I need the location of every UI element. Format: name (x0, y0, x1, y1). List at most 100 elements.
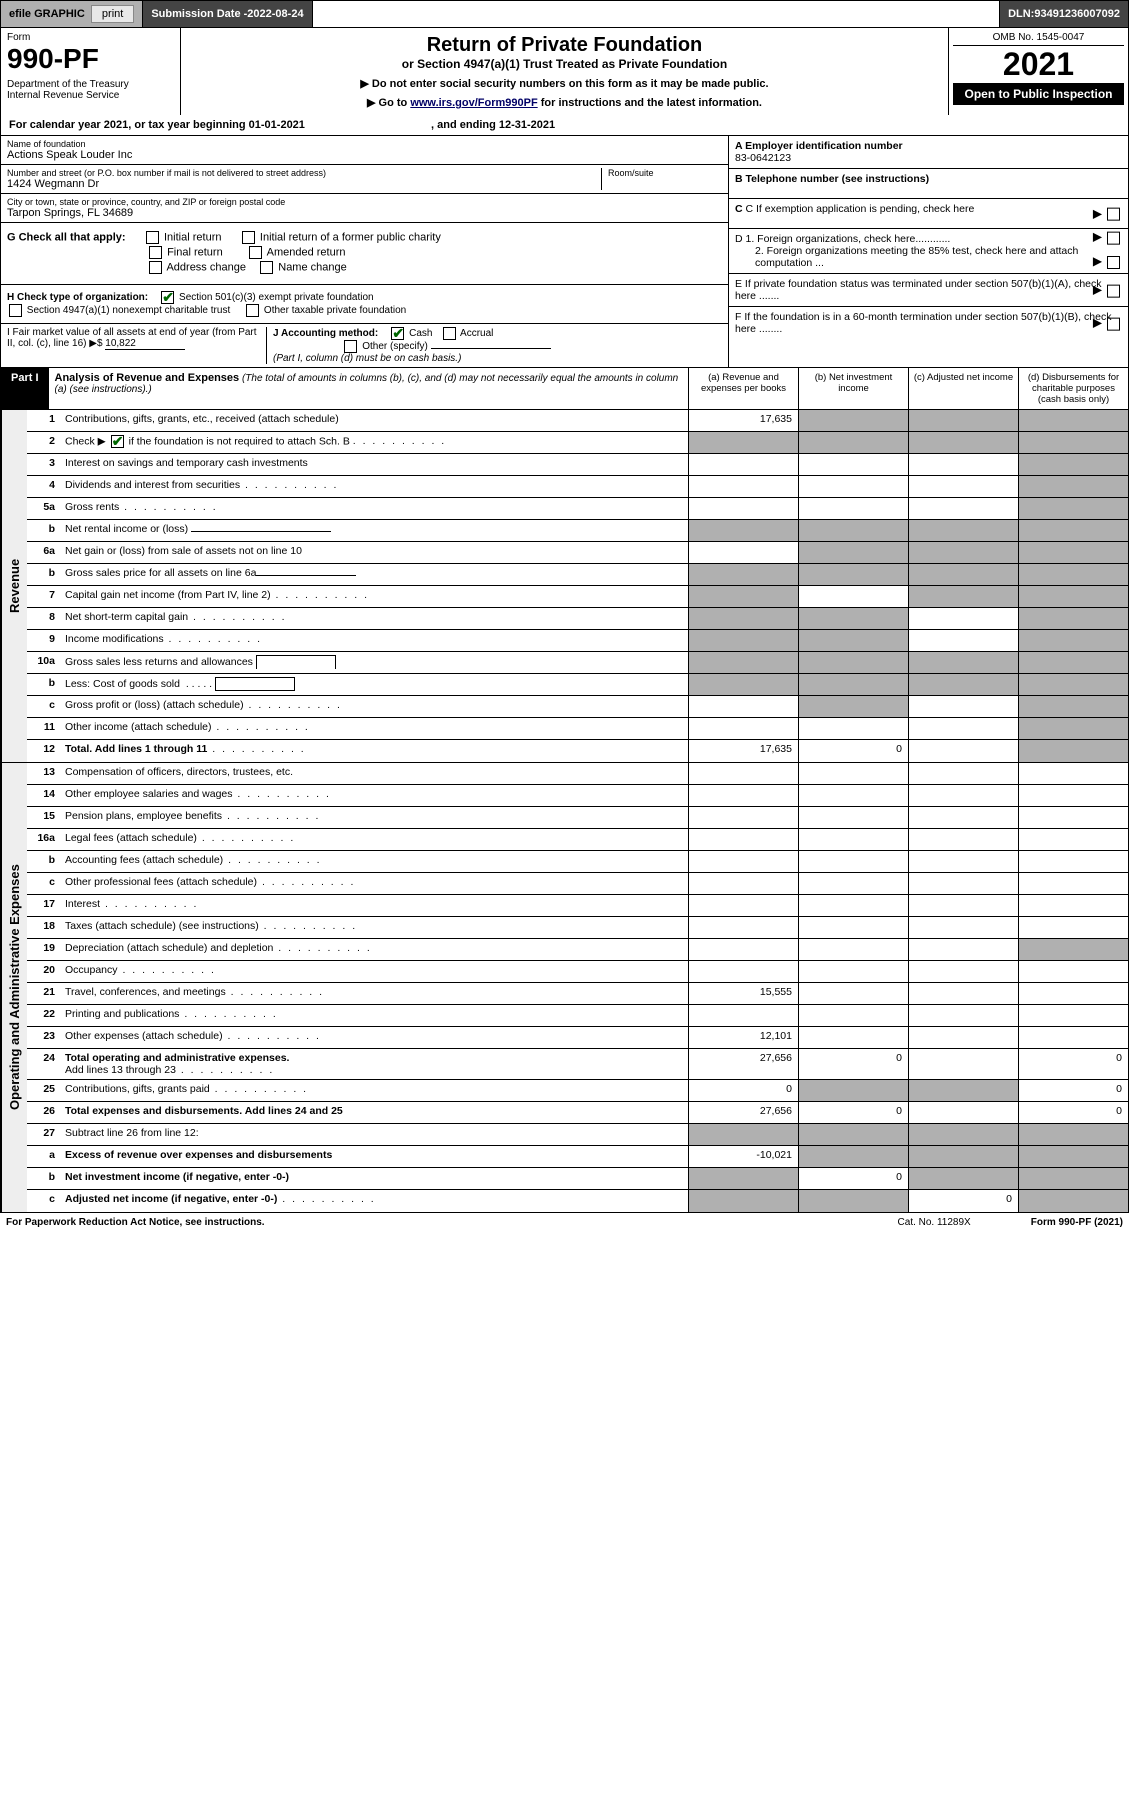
chk-c[interactable] (1107, 208, 1120, 221)
r25: Contributions, gifts, grants paid (61, 1080, 688, 1101)
chk-d2[interactable] (1107, 256, 1120, 269)
r8: Net short-term capital gain (61, 608, 688, 629)
note2b: for instructions and the latest informat… (541, 97, 762, 109)
open-inspection: Open to Public Inspection (953, 83, 1124, 105)
chk-initial[interactable] (146, 231, 159, 244)
d2-label: 2. Foreign organizations meeting the 85%… (735, 245, 1122, 269)
r13: Compensation of officers, directors, tru… (61, 763, 688, 784)
r20: Occupancy (61, 961, 688, 982)
chk-f[interactable] (1107, 317, 1120, 330)
v12a: 17,635 (688, 740, 798, 762)
table-row: bNet investment income (if negative, ent… (27, 1168, 1128, 1190)
subdate-label: Submission Date - (151, 8, 247, 20)
table-row: 9Income modifications (27, 630, 1128, 652)
chk-schb[interactable] (111, 435, 124, 448)
g-final: Final return (167, 246, 223, 258)
table-row: cGross profit or (loss) (attach schedule… (27, 696, 1128, 718)
calendar-year-row: For calendar year 2021, or tax year begi… (0, 115, 1129, 136)
v24a: 27,656 (688, 1049, 798, 1079)
chk-other-taxable[interactable] (246, 304, 259, 317)
h-o1: Section 501(c)(3) exempt private foundat… (179, 292, 374, 303)
chk-namechg[interactable] (260, 261, 273, 274)
chk-cash[interactable] (391, 327, 404, 340)
g-namechg: Name change (278, 261, 347, 273)
dept-label: Department of the Treasury Internal Reve… (7, 79, 174, 101)
col-c-header: (c) Adjusted net income (908, 368, 1018, 409)
instructions-link[interactable]: www.irs.gov/Form990PF (410, 97, 537, 109)
v26d: 0 (1018, 1102, 1128, 1123)
chk-4947[interactable] (9, 304, 22, 317)
r15: Pension plans, employee benefits (61, 807, 688, 828)
r3: Interest on savings and temporary cash i… (61, 454, 688, 475)
dln-value: 93491236007092 (1034, 8, 1120, 20)
r5a: Gross rents (61, 498, 688, 519)
form-subtitle: or Section 4947(a)(1) Trust Treated as P… (187, 57, 942, 71)
table-row: 3Interest on savings and temporary cash … (27, 454, 1128, 476)
r22: Printing and publications (61, 1005, 688, 1026)
r27b: Net investment income (if negative, ente… (61, 1168, 688, 1189)
table-row: aExcess of revenue over expenses and dis… (27, 1146, 1128, 1168)
table-row: 20Occupancy (27, 961, 1128, 983)
table-row: 25Contributions, gifts, grants paid00 (27, 1080, 1128, 1102)
table-row: cAdjusted net income (if negative, enter… (27, 1190, 1128, 1212)
r27: Subtract line 26 from line 12: (61, 1124, 688, 1145)
d1-label: D 1. Foreign organizations, check here..… (735, 233, 950, 245)
chk-e[interactable] (1107, 284, 1120, 297)
table-row: 6aNet gain or (loss) from sale of assets… (27, 542, 1128, 564)
chk-initial-former[interactable] (242, 231, 255, 244)
calyear-end: , and ending 12-31-2021 (431, 119, 555, 131)
footer-right: Form 990-PF (2021) (1031, 1217, 1123, 1228)
table-row: 2Check ▶ if the foundation is not requir… (27, 432, 1128, 454)
table-row: 12Total. Add lines 1 through 1117,6350 (27, 740, 1128, 762)
r14: Other employee salaries and wages (61, 785, 688, 806)
r23: Other expenses (attach schedule) (61, 1027, 688, 1048)
dln-label: DLN: (1008, 8, 1034, 20)
r1: Contributions, gifts, grants, etc., rece… (61, 410, 688, 431)
r24: Total operating and administrative expen… (61, 1049, 688, 1079)
header-center: Return of Private Foundation or Section … (181, 28, 948, 115)
part1-desc: Analysis of Revenue and Expenses (The to… (49, 368, 688, 409)
j-accrual: Accrual (460, 328, 493, 339)
g-label: G Check all that apply: (7, 231, 126, 243)
r10c: Gross profit or (loss) (attach schedule) (61, 696, 688, 717)
col-d-header: (d) Disbursements for charitable purpose… (1018, 368, 1128, 409)
chk-d1[interactable] (1107, 231, 1120, 244)
chk-501c3[interactable] (161, 291, 174, 304)
g-initial: Initial return (164, 231, 221, 243)
note1: ▶ Do not enter social security numbers o… (187, 77, 942, 90)
form-title: Return of Private Foundation (187, 34, 942, 57)
i-value: 10,822 (105, 338, 185, 350)
r7: Capital gain net income (from Part IV, l… (61, 586, 688, 607)
dln-cell: DLN: 93491236007092 (1000, 1, 1128, 27)
j-cash: Cash (409, 328, 432, 339)
revenue-table: Revenue 1Contributions, gifts, grants, e… (0, 410, 1129, 763)
h-o3: Other taxable private foundation (264, 305, 406, 316)
note2a: ▶ Go to (367, 97, 410, 109)
chk-final[interactable] (149, 246, 162, 259)
table-row: 24Total operating and administrative exp… (27, 1049, 1128, 1080)
chk-accrual[interactable] (443, 327, 456, 340)
print-button[interactable]: print (91, 5, 134, 23)
table-row: cOther professional fees (attach schedul… (27, 873, 1128, 895)
header-left: Form 990-PF Department of the Treasury I… (1, 28, 181, 115)
r6b: Gross sales price for all assets on line… (61, 564, 688, 585)
section-h: H Check type of organization: Section 50… (1, 285, 728, 324)
table-row: 8Net short-term capital gain (27, 608, 1128, 630)
expenses-table: Operating and Administrative Expenses 13… (0, 763, 1129, 1213)
chk-other-acct[interactable] (344, 340, 357, 353)
section-c: C C If exemption application is pending,… (729, 199, 1128, 229)
table-row: bGross sales price for all assets on lin… (27, 564, 1128, 586)
chk-amended[interactable] (249, 246, 262, 259)
revenue-rows: 1Contributions, gifts, grants, etc., rec… (27, 410, 1128, 762)
g-initial-former: Initial return of a former public charit… (260, 231, 441, 243)
table-row: 22Printing and publications (27, 1005, 1128, 1027)
chk-addrchg[interactable] (149, 261, 162, 274)
table-row: 19Depreciation (attach schedule) and dep… (27, 939, 1128, 961)
city-value: Tarpon Springs, FL 34689 (7, 207, 722, 219)
section-ij: I Fair market value of all assets at end… (1, 324, 728, 367)
r10a: Gross sales less returns and allowances (61, 652, 688, 673)
h-o2: Section 4947(a)(1) nonexempt charitable … (27, 305, 230, 316)
side-revenue: Revenue (1, 410, 27, 762)
omb-number: OMB No. 1545-0047 (953, 32, 1124, 46)
v24d: 0 (1018, 1049, 1128, 1079)
